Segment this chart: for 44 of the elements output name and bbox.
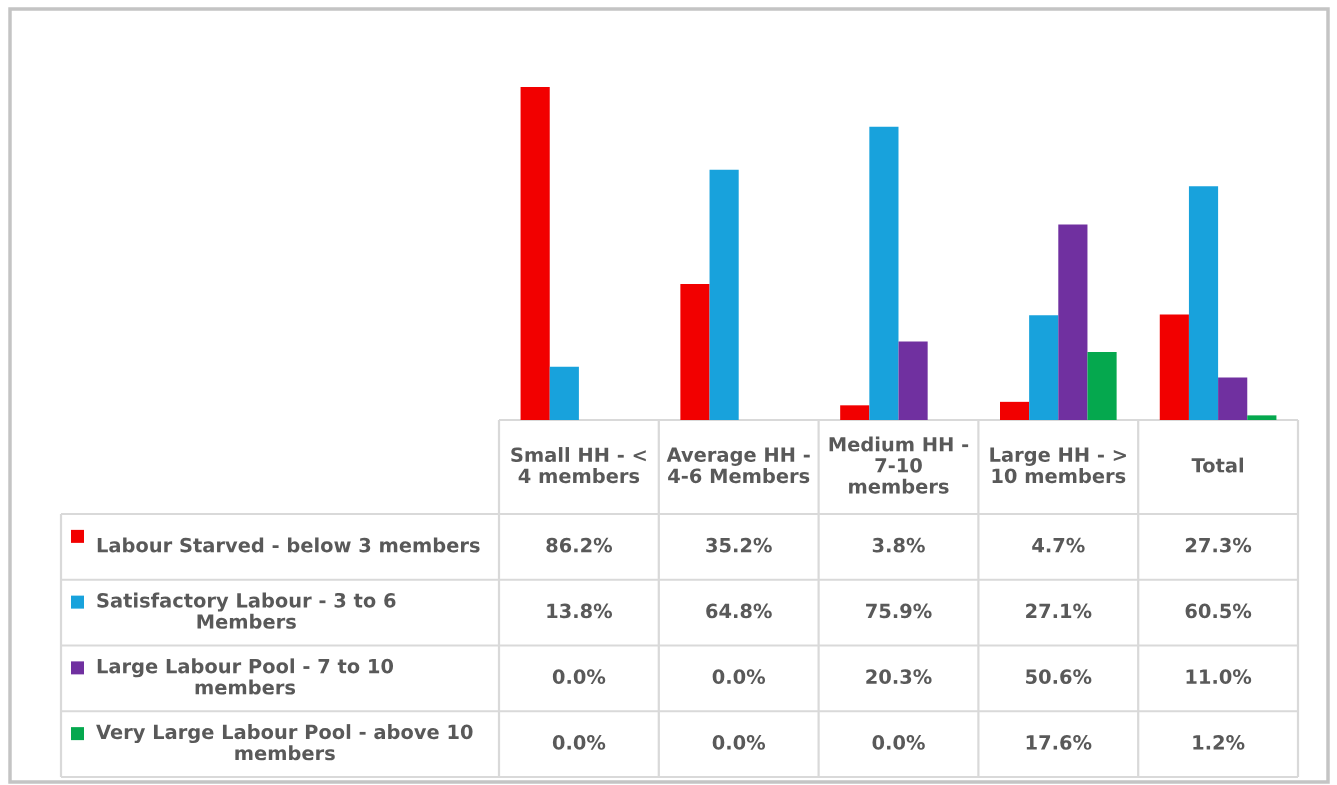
bar	[1247, 415, 1277, 420]
bar	[1218, 377, 1248, 420]
data-label: 0.0%	[552, 669, 606, 685]
bar	[549, 366, 579, 420]
data-label: 0.0%	[872, 735, 925, 750]
bar	[1087, 352, 1117, 420]
bar	[709, 169, 739, 420]
bar	[1058, 224, 1088, 420]
data-label: 11.0%	[1186, 669, 1252, 685]
data-label: 17.6%	[1026, 735, 1092, 750]
data-label: 0.0%	[712, 735, 766, 750]
legend-label: Large Labour Pool - 7 to 10 members	[97, 658, 394, 695]
x-tick-label: Average HH - 4-6 Members	[666, 447, 810, 484]
bar	[520, 87, 550, 420]
x-tick-label: Total	[1191, 457, 1244, 473]
bar	[1029, 315, 1059, 420]
bar	[999, 401, 1030, 420]
data-label: 27.1%	[1026, 603, 1092, 619]
data-label: 3.8%	[872, 537, 925, 553]
bar	[898, 341, 928, 420]
data-label: 4.7%	[1032, 537, 1085, 553]
bar	[680, 284, 710, 420]
data-label: 1.2%	[1193, 735, 1245, 750]
legend-label: Satisfactory Labour - 3 to 6 Members	[97, 592, 396, 629]
x-tick-label: Medium HH - 7-10 members	[829, 436, 969, 494]
data-label: 75.9%	[866, 603, 932, 619]
data-label: 20.3%	[866, 669, 932, 685]
data-label: 27.3%	[1185, 537, 1252, 553]
legend-label: Labour Starved - below 3 members	[97, 537, 480, 553]
data-label: 35.2%	[706, 537, 772, 553]
data-label: 50.6%	[1026, 669, 1092, 685]
legend-label: Very Large Labour Pool - above 10 members	[96, 724, 473, 761]
x-tick-label: Small HH - < 4 members	[511, 447, 646, 484]
data-label: 86.2%	[546, 537, 613, 553]
data-label: 0.0%	[552, 735, 606, 750]
data-label: 64.8%	[706, 603, 772, 619]
bar	[840, 405, 870, 420]
data-label: 60.5%	[1185, 603, 1252, 619]
bar	[1188, 186, 1219, 420]
data-label: 13.8%	[547, 603, 613, 619]
x-tick-label: Large HH - > 10 members	[990, 447, 1126, 484]
data-label: 0.0%	[712, 669, 766, 685]
bar	[1159, 314, 1189, 420]
bar	[869, 126, 899, 420]
